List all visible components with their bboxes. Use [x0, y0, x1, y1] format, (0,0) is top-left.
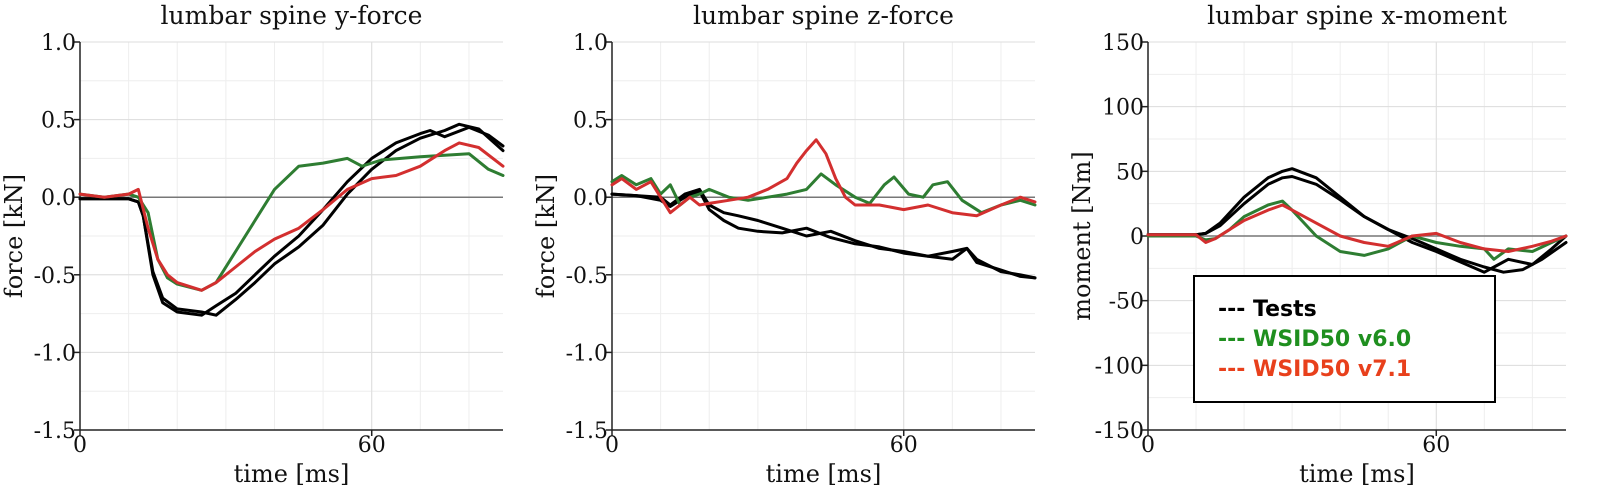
y-tick-label: -50	[1109, 290, 1144, 315]
legend-entry: --- Tests	[1218, 297, 1317, 322]
y-axis-label: moment [Nm]	[1068, 151, 1096, 320]
y-tick-label: 150	[1102, 31, 1144, 56]
x-tick-label: 0	[73, 433, 87, 458]
x-tick-label: 60	[1422, 433, 1450, 458]
x-tick-label: 60	[890, 433, 918, 458]
y-tick-label: -1.5	[566, 419, 608, 444]
y-axis-label: force [kN]	[532, 174, 560, 298]
y-tick-label: 0.0	[41, 186, 76, 211]
chart-title: lumbar spine y-force	[161, 1, 423, 30]
legend-entry: --- WSID50 v7.1	[1218, 357, 1411, 382]
series-line-tests	[78, 122, 505, 317]
y-tick-label: -1.5	[34, 419, 76, 444]
legend: --- Tests --- WSID50 v6.0 --- WSID50 v7.1	[1193, 275, 1496, 403]
y-tick-label: -0.5	[34, 264, 76, 289]
y-axis-label: force [kN]	[0, 174, 28, 298]
x-axis-label: time [ms]	[234, 460, 350, 488]
chart-panel-2: 1.0 0.5 0.0 -0.5 -1.0 -1.50 60 lumbar spine z-f…	[532, 1, 1037, 488]
chart-panel-1: 1.0 0.5 0.0 -0.5 -1.0 -1.50 60 lumbar spine y-f…	[0, 1, 505, 488]
series-line-wsid50-v7-1	[1146, 203, 1568, 253]
y-tick-label: 0	[1130, 225, 1144, 250]
series-line-tests	[1146, 175, 1568, 274]
y-tick-label: 50	[1116, 160, 1144, 185]
series-line-tests	[1146, 167, 1568, 274]
chart-title: lumbar spine x-moment	[1207, 1, 1507, 30]
y-tick-label: 1.0	[41, 31, 76, 56]
y-tick-label: 0.5	[573, 109, 608, 134]
y-tick-label: 0.0	[573, 186, 608, 211]
y-tick-label: -0.5	[566, 264, 608, 289]
chart-title: lumbar spine z-force	[693, 1, 954, 30]
series-line-wsid50-v7-1	[610, 138, 1037, 218]
series-line-tests	[610, 189, 1037, 280]
y-tick-label: -100	[1095, 354, 1144, 379]
y-tick-label: 0.5	[41, 109, 76, 134]
y-tick-label: -150	[1095, 419, 1144, 444]
x-axis-label: time [ms]	[1299, 460, 1415, 488]
series-line-wsid50-v6-0	[78, 152, 505, 292]
y-tick-label: 100	[1102, 96, 1144, 121]
x-tick-label: 0	[605, 433, 619, 458]
y-tick-label: -1.0	[566, 341, 608, 366]
series-line-wsid50-v7-1	[78, 141, 505, 292]
y-tick-label: 1.0	[573, 31, 608, 56]
series-line-wsid50-v6-0	[610, 172, 1037, 215]
x-tick-label: 60	[358, 433, 386, 458]
x-axis-label: time [ms]	[766, 460, 882, 488]
y-tick-label: -1.0	[34, 341, 76, 366]
x-tick-label: 0	[1141, 433, 1155, 458]
legend-entry: --- WSID50 v6.0	[1218, 327, 1411, 352]
legend-box	[1193, 275, 1496, 403]
